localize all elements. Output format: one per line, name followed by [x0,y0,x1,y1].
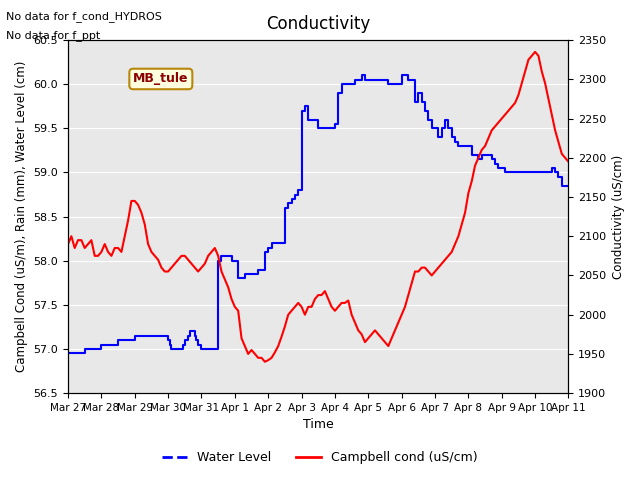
Water Level [404,77,412,83]
Water Level [541,169,549,175]
Water Level [358,72,365,78]
Water Level [551,169,559,175]
Water Level [168,346,175,352]
Campbell cond (uS/cm) [385,343,392,349]
Water Level [431,125,439,131]
Campbell cond (uS/cm) [531,49,539,55]
Water Level [564,183,572,189]
Campbell cond (uS/cm) [418,265,426,271]
Campbell cond (uS/cm) [564,159,572,165]
Line: Campbell cond (uS/cm): Campbell cond (uS/cm) [68,52,568,362]
Text: MB_tule: MB_tule [133,72,189,85]
Legend: Water Level, Campbell cond (uS/cm): Water Level, Campbell cond (uS/cm) [157,446,483,469]
Campbell cond (uS/cm) [64,241,72,247]
Y-axis label: Campbell Cond (uS/m), Rain (mm), Water Level (cm): Campbell Cond (uS/m), Rain (mm), Water L… [15,61,28,372]
Water Level [418,99,426,105]
Campbell cond (uS/cm) [261,359,269,365]
Campbell cond (uS/cm) [241,343,249,349]
Y-axis label: Conductivity (uS/cm): Conductivity (uS/cm) [612,155,625,279]
Water Level [64,350,72,356]
Campbell cond (uS/cm) [561,155,569,161]
Text: No data for f_ppt: No data for f_ppt [6,30,100,41]
X-axis label: Time: Time [303,419,333,432]
Line: Water Level: Water Level [68,75,568,353]
Title: Conductivity: Conductivity [266,15,371,33]
Campbell cond (uS/cm) [371,327,379,333]
Campbell cond (uS/cm) [311,296,319,302]
Text: No data for f_cond_HYDROS: No data for f_cond_HYDROS [6,11,163,22]
